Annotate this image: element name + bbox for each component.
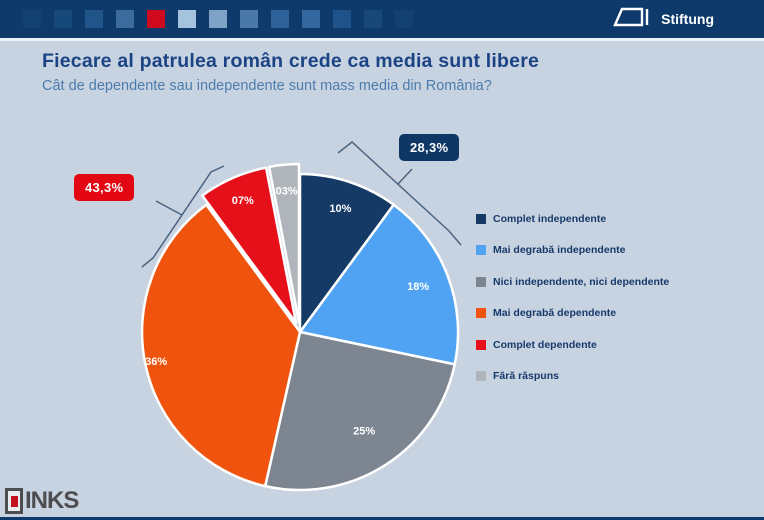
header-square-1 (54, 10, 72, 28)
header-square-7 (240, 10, 258, 28)
header-divider (0, 38, 764, 41)
legend-swatch-4 (476, 339, 486, 350)
legend-item-5: Fără răspuns (476, 367, 669, 386)
legend-item-3: Mai degrabă dependente (476, 304, 669, 323)
stiftung-logo: Stiftung (612, 0, 714, 38)
header-bar: Stiftung (0, 0, 764, 38)
pie-slice-4 (201, 166, 298, 325)
header-square-9 (302, 10, 320, 28)
callout-badge-independente: 28,3% (399, 134, 460, 161)
pie-slice-5 (267, 162, 301, 324)
header-square-10 (333, 10, 351, 28)
pie-slice-label-0: 10% (329, 203, 351, 215)
header-square-3 (116, 10, 134, 28)
callout-badge-dependente: 43,3% (74, 174, 135, 201)
header-square-5 (178, 10, 196, 28)
stiftung-logo-text: Stiftung (661, 11, 714, 27)
legend-swatch-5 (476, 371, 486, 381)
legend-label-3: Mai degrabă dependente (493, 307, 617, 319)
header-square-2 (85, 10, 103, 28)
header-squares-strip (23, 10, 413, 28)
pie-slice-3 (140, 203, 302, 488)
legend-label-1: Mai degrabă independente (493, 244, 626, 256)
pie-slice-label-3: 36% (145, 356, 167, 368)
chart-legend: Complet independente Mai degrabă independ… (476, 209, 669, 386)
legend-swatch-2 (476, 276, 486, 287)
legend-swatch-0 (476, 213, 486, 224)
bottom-edge-line (0, 517, 764, 520)
legend-swatch-1 (476, 245, 486, 255)
header-square-0 (23, 10, 41, 28)
pie-slice-2 (263, 330, 456, 492)
legend-label-0: Complet independente (493, 212, 607, 225)
legend-label-2: Nici independente, nici dependente (493, 275, 670, 288)
pie-slice-0 (298, 172, 395, 334)
pie-slice-1 (298, 203, 460, 366)
header-square-4 (147, 10, 165, 28)
header-square-11 (364, 10, 382, 28)
page-subtitle: Cât de dependente sau independente sunt … (42, 78, 492, 94)
pie-slice-label-5: 03% (276, 185, 298, 197)
pie-slice-label-2: 25% (353, 426, 375, 438)
legend-item-4: Complet dependente (476, 335, 669, 354)
links-logo-text: INKS (25, 487, 79, 514)
legend-item-0: Complet independente (476, 209, 669, 228)
links-logo: INKS (5, 487, 79, 514)
legend-item-1: Mai degrabă independente (476, 241, 669, 260)
links-logo-red-square (10, 495, 18, 507)
header-square-8 (271, 10, 289, 28)
links-logo-box-icon (5, 488, 23, 514)
callout-bracket-right (337, 141, 462, 246)
legend-swatch-3 (476, 308, 486, 318)
callout-bracket-left (141, 165, 225, 268)
legend-label-5: Fără răspuns (493, 370, 559, 382)
header-square-6 (209, 10, 227, 28)
stiftung-logo-icon (613, 7, 649, 27)
legend-item-2: Nici independente, nici dependente (476, 272, 669, 291)
header-square-12 (395, 10, 413, 28)
legend-label-4: Complet dependente (493, 338, 597, 351)
pie-slice-label-4: 07% (232, 195, 254, 207)
pie-slice-label-1: 18% (407, 281, 429, 293)
page-title: Fiecare al patrulea român crede ca media… (42, 50, 540, 72)
